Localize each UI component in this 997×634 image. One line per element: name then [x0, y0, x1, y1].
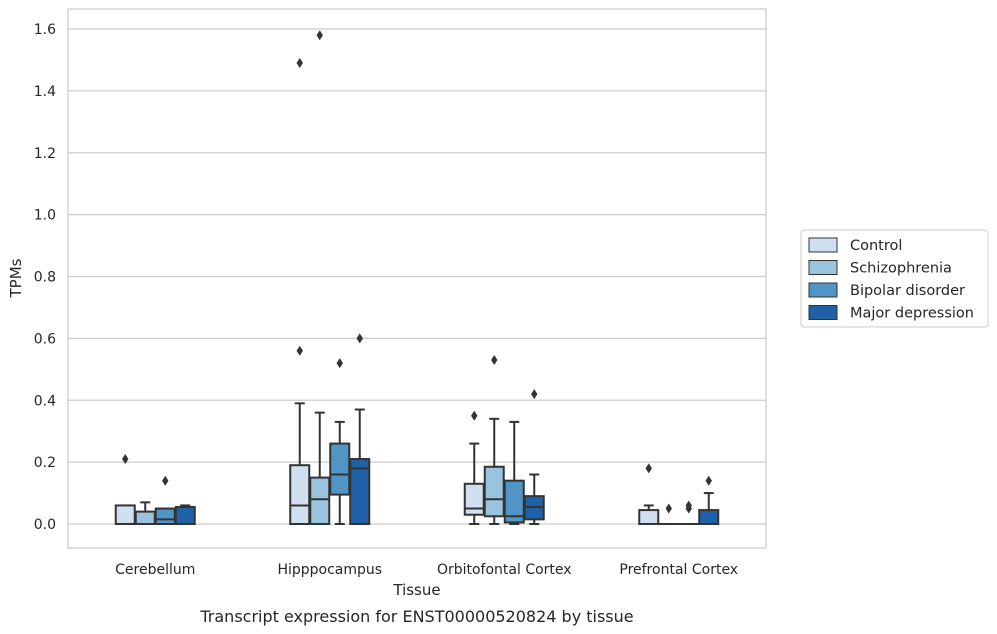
box-control: [638, 463, 660, 525]
box-control: [289, 58, 311, 525]
outlier-point: [296, 345, 303, 356]
x-axis-title: Tissue: [392, 581, 440, 599]
legend-label: Control: [850, 238, 902, 254]
outlier-point: [316, 30, 323, 41]
y-tick-label: 0.0: [34, 517, 56, 533]
box-body: [174, 505, 196, 525]
x-tick-label: Prefrontal Cortex: [619, 562, 738, 578]
box-schizophrenia: [483, 355, 505, 525]
box-plot-marks: [114, 30, 720, 526]
box-schizophrenia: [134, 501, 156, 525]
legend-swatch: [808, 237, 838, 253]
box-bipolar-disorder: [503, 420, 525, 525]
box-body: [463, 482, 485, 516]
box-body: [154, 507, 176, 525]
x-tick-labels: Cerebellum Hipppocampus Orbitofontal Corte…: [115, 562, 738, 578]
outlier-point: [336, 358, 343, 369]
box-schizophrenia: [658, 503, 680, 526]
box-body: [638, 509, 660, 525]
y-tick-label: 0.8: [34, 270, 56, 286]
legend-swatch: [808, 282, 838, 298]
outlier-point: [665, 503, 672, 514]
box-body: [134, 510, 156, 525]
x-tick-label: Orbitofontal Cortex: [437, 562, 572, 578]
box-bipolar-disorder: [154, 475, 176, 525]
legend: Control Schizophrenia Bipolar disorder Majo…: [800, 229, 989, 328]
box-major-depression: [523, 389, 545, 525]
box-major-depression: [698, 475, 720, 525]
box-major-depression: [174, 504, 196, 525]
outlier-point: [162, 475, 169, 486]
box-body: [114, 504, 136, 525]
gridlines: [68, 28, 766, 525]
box-bipolar-disorder: [678, 500, 700, 526]
x-tick-label: Hipppocampus: [277, 562, 382, 578]
box-body: [289, 464, 311, 525]
outlier-point: [645, 463, 652, 474]
legend-swatch: [808, 305, 838, 320]
legend-frame: [800, 229, 989, 328]
legend-swatch: [808, 260, 838, 275]
box-bipolar-disorder: [329, 358, 351, 525]
box-body: [698, 509, 720, 525]
outlier-point: [471, 410, 478, 421]
outlier-point: [122, 454, 129, 465]
x-tick-label: Cerebellum: [115, 562, 195, 578]
outlier-point: [685, 500, 692, 511]
y-tick-label: 0.6: [34, 331, 56, 347]
legend-label: Bipolar disorder: [850, 283, 965, 299]
y-axis-title: TPMs: [7, 258, 25, 298]
y-tick-label: 1.4: [34, 84, 56, 100]
y-tick-label: 1.0: [34, 208, 56, 224]
box-body: [483, 465, 505, 518]
y-tick-label: 1.2: [34, 146, 56, 162]
box-control: [463, 410, 485, 525]
box-schizophrenia: [309, 30, 331, 525]
box-major-depression: [349, 333, 371, 525]
plot-area-frame: [67, 8, 767, 549]
y-tick-label: 0.2: [34, 455, 56, 471]
outlier-point: [705, 475, 712, 486]
outlier-point: [356, 333, 363, 344]
box-body: [309, 476, 331, 525]
legend-label: Schizophrenia: [850, 261, 952, 277]
outlier-point: [531, 389, 538, 400]
y-tick-label: 1.6: [34, 22, 56, 38]
box-body: [329, 442, 351, 496]
outlier-point: [491, 355, 498, 366]
chart-caption: Transcript expression for ENST0000052082…: [199, 607, 633, 626]
y-tick-label: 0.4: [34, 393, 56, 409]
box-control: [114, 454, 136, 525]
y-tick-labels: 0.0 0.2 0.4 0.6 0.8 1.0 1.2 1.4 1.6: [34, 22, 56, 533]
legend-label: Major depression: [850, 306, 974, 322]
box-body: [349, 458, 371, 525]
outlier-point: [296, 58, 303, 69]
